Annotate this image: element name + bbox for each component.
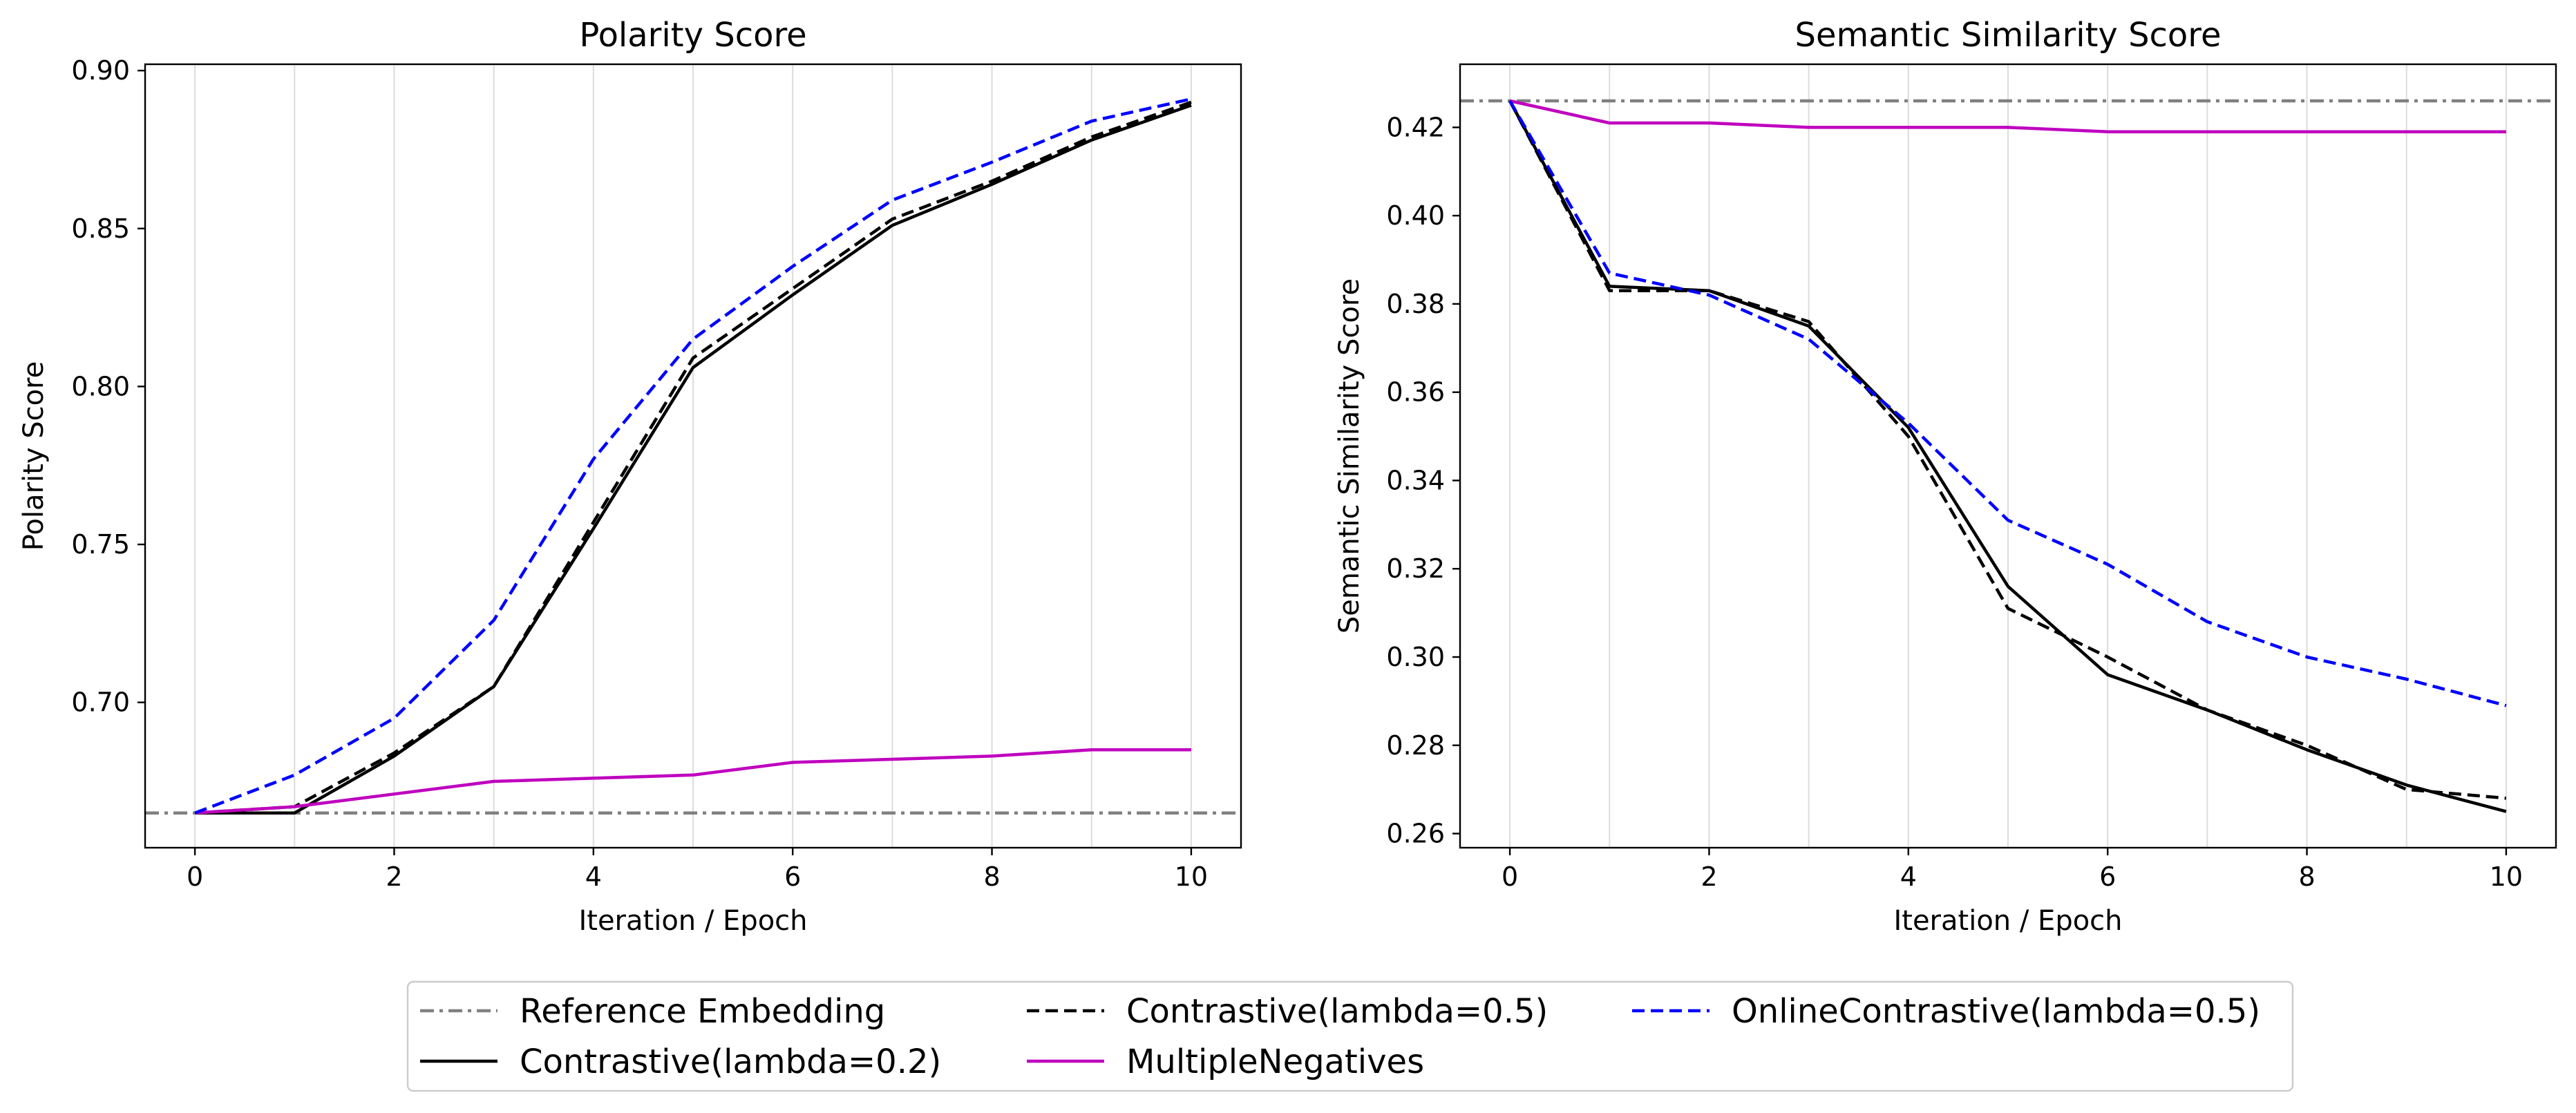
series-line-onlinecontrastive-lambda-0-5 (1508, 99, 2507, 707)
semantic-similarity-panel: 0 2 4 6 8 10 0.26 0.28 0.30 0.32 0.34 0.36 0.38 0.40 0… (1334, 16, 2557, 937)
series-line-multiplenegatives (1509, 99, 2506, 133)
x-tick-label: 8 (2298, 862, 2315, 892)
x-tick-label: 10 (2490, 862, 2523, 892)
y-tick-label: 0.34 (1386, 465, 1445, 495)
x-axis-label: Iteration / Epoch (1893, 905, 2122, 937)
y-tick-label: 0.32 (1386, 553, 1445, 584)
x-tick-label: 2 (386, 862, 402, 892)
legend: Reference Embedding Contrastive(lambda=0.… (406, 980, 2294, 1092)
y-tick-label: 0.80 (71, 371, 130, 401)
x-tick-label: 0 (187, 862, 203, 892)
y-tick-label: 0.30 (1386, 642, 1445, 672)
x-tick-label: 4 (585, 862, 602, 892)
x-tick-label: 6 (784, 862, 801, 892)
x-tick-label: 6 (2099, 862, 2116, 892)
y-axis-label: Semantic Similarity Score (1334, 278, 1365, 634)
y-tick-label: 0.85 (71, 213, 130, 244)
x-tick-label: 0 (1502, 862, 1518, 892)
y-tick-label: 0.38 (1386, 289, 1445, 319)
series-line-multiplenegatives (194, 748, 1191, 815)
legend-label: MultipleNegatives (1126, 1043, 1424, 1081)
plot-frame (1459, 63, 2557, 849)
series-line-onlinecontrastive-lambda-0-5 (194, 97, 1192, 815)
series-line-contrastive-lambda-0-2 (195, 104, 1192, 815)
x-tick-label: 8 (983, 862, 1000, 892)
chart-title: Semantic Similarity Score (1794, 16, 2221, 55)
x-axis-label: Iteration / Epoch (578, 905, 807, 937)
y-tick-label: 0.26 (1386, 819, 1445, 849)
polarity-score-panel: 0 2 4 6 8 10 0.70 0.75 0.80 0.85 0.90 Polarity Sco… (18, 16, 1242, 937)
chart-title: Polarity Score (579, 16, 806, 55)
y-axis-label: Polarity Score (18, 361, 50, 551)
x-tick-label: 10 (1175, 862, 1208, 892)
y-tick-label: 0.90 (71, 55, 130, 86)
legend-label: Reference Embedding (520, 992, 885, 1031)
y-tick-label: 0.28 (1386, 730, 1445, 761)
y-tick-label: 0.42 (1386, 112, 1445, 142)
legend-label: Contrastive(lambda=0.2) (520, 1043, 941, 1081)
x-tick-label: 2 (1701, 862, 1717, 892)
y-tick-label: 0.40 (1386, 200, 1445, 231)
y-tick-label: 0.75 (71, 529, 130, 560)
series-line-contrastive-lambda-0-5 (194, 100, 1192, 815)
legend-frame (406, 980, 2294, 1092)
plot-frame (144, 63, 1242, 849)
legend-label: Contrastive(lambda=0.5) (1126, 992, 1548, 1031)
x-tick-label: 4 (1900, 862, 1917, 892)
y-tick-label: 0.36 (1386, 377, 1445, 408)
legend-label: OnlineContrastive(lambda=0.5) (1732, 992, 2260, 1031)
series-line-contrastive-lambda-0-5 (1508, 99, 2507, 800)
y-tick-label: 0.70 (71, 687, 130, 718)
